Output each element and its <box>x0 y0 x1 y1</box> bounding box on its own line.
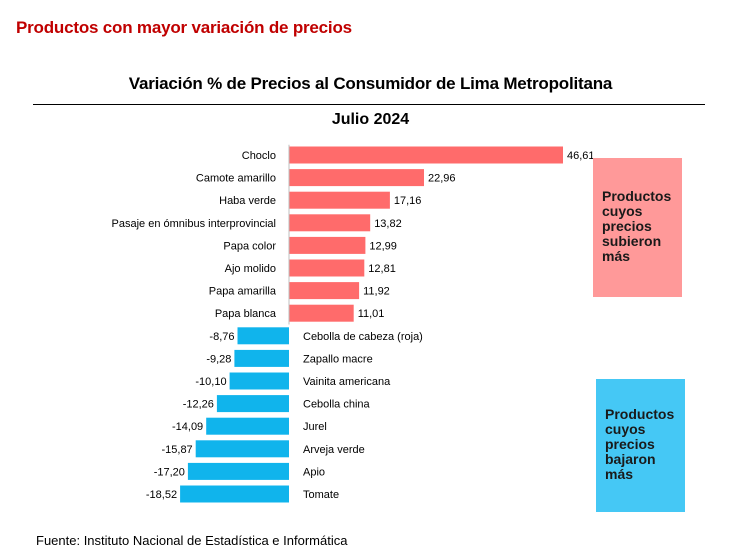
value-label: -18,52 <box>146 489 177 501</box>
value-label: -15,87 <box>161 444 192 456</box>
bar-increase <box>289 304 354 322</box>
category-label: Jurel <box>303 421 327 433</box>
category-label: Choclo <box>242 150 276 162</box>
source-note: Fuente: Instituto Nacional de Estadístic… <box>36 533 348 548</box>
category-label: Vainita americana <box>303 376 391 388</box>
category-label: Papa blanca <box>215 308 277 320</box>
value-label: 12,99 <box>369 240 397 252</box>
chart-subtitle: Julio 2024 <box>331 111 410 128</box>
value-label: 13,82 <box>374 218 402 230</box>
category-label: Arveja verde <box>303 444 365 456</box>
bar-increase <box>289 282 360 300</box>
legend-decrease-box: Productos cuyos precios bajaron más <box>596 379 685 512</box>
value-label: -12,26 <box>183 399 214 411</box>
bar-increase <box>289 259 365 277</box>
bar-decrease <box>195 440 289 458</box>
category-label: Papa color <box>223 240 276 252</box>
bar-decrease <box>206 417 289 435</box>
bar-decrease <box>216 395 289 413</box>
bar-decrease <box>187 462 289 480</box>
value-label: 22,96 <box>428 173 456 185</box>
bar-decrease <box>229 372 289 390</box>
value-label: -17,20 <box>154 466 185 478</box>
value-label: 12,81 <box>368 263 396 275</box>
value-label: -8,76 <box>209 331 234 343</box>
value-label: 17,16 <box>394 195 422 207</box>
category-label: Apio <box>303 466 325 478</box>
bar-increase <box>289 214 371 232</box>
category-label: Papa amarilla <box>209 286 277 298</box>
bar-increase <box>289 169 424 187</box>
value-label: -14,09 <box>172 421 203 433</box>
bar-decrease <box>234 349 289 367</box>
legend-increase-box: Productos cuyos precios subieron más <box>593 158 682 297</box>
category-label: Cebolla de cabeza (roja) <box>303 331 423 343</box>
bar-decrease <box>180 485 289 503</box>
category-label: Haba verde <box>219 195 276 207</box>
value-label: 11,01 <box>358 308 385 320</box>
category-label: Camote amarillo <box>196 173 276 185</box>
title-rule <box>33 104 705 105</box>
bar-increase <box>289 191 390 209</box>
category-label: Tomate <box>303 489 339 501</box>
page-heading: Productos con mayor variación de precios <box>16 18 352 37</box>
category-label: Pasaje en ómnibus interprovincial <box>112 218 276 230</box>
bar-decrease <box>237 327 289 345</box>
value-label: 46,61 <box>567 150 595 162</box>
category-label: Cebolla china <box>303 399 371 411</box>
value-label: -9,28 <box>206 353 231 365</box>
chart-title: Variación % de Precios al Consumidor de … <box>128 74 613 93</box>
category-label: Ajo molido <box>225 263 276 275</box>
value-label: -10,10 <box>195 376 226 388</box>
category-label: Zapallo macre <box>303 353 373 365</box>
bar-increase <box>289 146 563 164</box>
bar-increase <box>289 236 366 254</box>
value-label: 11,92 <box>363 286 390 298</box>
